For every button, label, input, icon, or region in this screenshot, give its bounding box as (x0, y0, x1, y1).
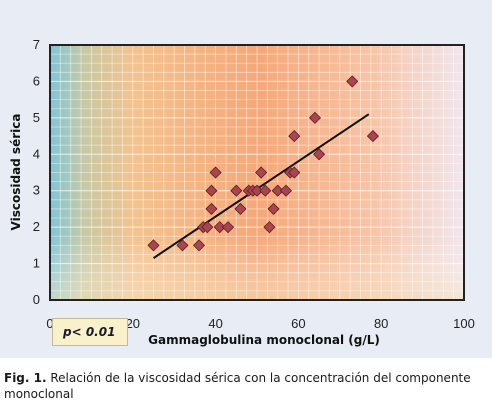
data-points (147, 75, 379, 252)
caption-label: Fig. 1. (4, 371, 47, 385)
data-point (221, 221, 235, 234)
x-tick-label: 80 (374, 316, 388, 331)
y-tick-label: 5 (33, 110, 40, 125)
x-tick-label: 40 (208, 316, 222, 331)
data-point (279, 184, 293, 197)
x-axis-title: Gammaglobulina monoclonal (g/L) (148, 333, 380, 347)
data-point (234, 202, 247, 215)
data-point (313, 148, 326, 161)
y-axis-title: Viscosidad sérica (9, 114, 23, 231)
data-point (230, 184, 243, 197)
data-point (255, 166, 268, 179)
data-point (288, 166, 301, 179)
data-point (366, 130, 379, 143)
trendline-group (152, 113, 370, 259)
data-point (205, 184, 218, 197)
data-point (263, 221, 276, 234)
data-point (213, 221, 226, 234)
y-tick-label: 2 (33, 219, 40, 234)
data-point (271, 184, 284, 197)
caption-text: Relación de la viscosidad sérica con la … (4, 371, 471, 401)
grid-lines (49, 44, 465, 301)
data-point (209, 166, 222, 179)
data-point (288, 130, 301, 143)
y-tick-label: 1 (33, 256, 40, 271)
p-value-annotation: p< 0.01 (52, 318, 128, 346)
y-tick-label: 0 (33, 292, 40, 307)
x-tick-labels: 0 20 40 60 80 100 (46, 316, 474, 331)
data-point (267, 202, 280, 215)
y-tick-labels: 0 1 2 3 4 5 6 7 (33, 37, 40, 307)
x-tick-label: 20 (126, 316, 140, 331)
y-tick-label: 4 (33, 146, 40, 161)
y-tick-label: 6 (33, 73, 40, 88)
p-value-text: p< 0.01 (63, 325, 116, 339)
data-point (205, 202, 218, 215)
data-point (308, 111, 322, 124)
y-tick-label: 3 (33, 183, 40, 198)
y-tick-label: 7 (33, 37, 40, 52)
trendline (152, 113, 370, 259)
data-point (201, 221, 214, 234)
data-point (250, 184, 264, 197)
x-tick-label: 0 (46, 316, 53, 331)
plot-area-frame (49, 44, 465, 301)
x-tick-label: 100 (453, 316, 475, 331)
data-point (147, 239, 160, 252)
data-point (192, 239, 206, 252)
x-tick-label: 60 (291, 316, 305, 331)
data-point (346, 75, 359, 88)
figure-caption: Fig. 1. Relación de la viscosidad sérica… (4, 370, 488, 402)
data-point (259, 184, 272, 197)
data-point (176, 239, 189, 252)
